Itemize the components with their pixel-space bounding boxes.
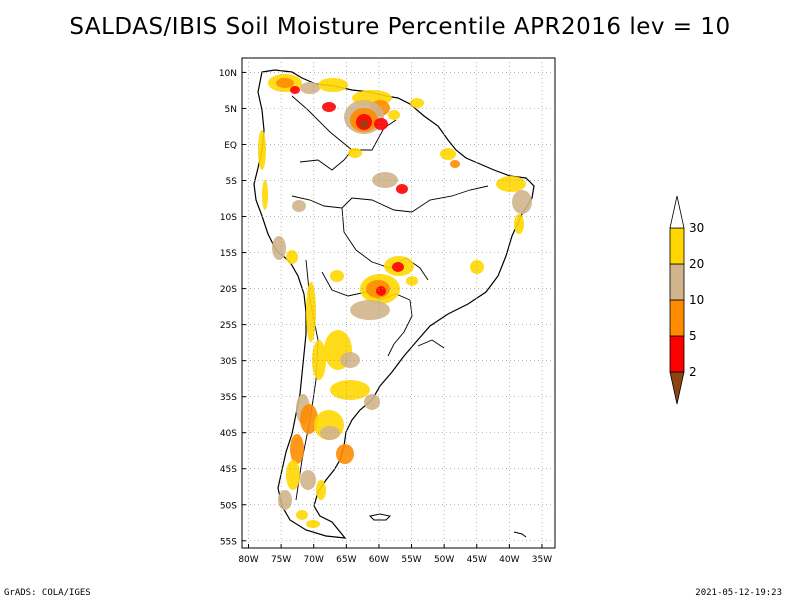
- lat-tick-label: 5N: [225, 105, 237, 115]
- percentile-patch-10_20: [292, 200, 306, 212]
- lat-tick-label: 25S: [220, 321, 237, 331]
- colorbar-segment-below_2: [669, 371, 685, 405]
- percentile-patch-20_30: [286, 460, 300, 490]
- percentile-patch-20_30: [258, 130, 266, 170]
- percentile-patch-10_20: [364, 394, 380, 410]
- lon-tick-label: 65W: [336, 555, 356, 565]
- colorbar-segment-20_30: [669, 227, 685, 265]
- percentile-patch-10_20: [340, 352, 360, 368]
- colorbar-label: 30: [689, 221, 704, 235]
- lat-tick-label: 50S: [220, 501, 237, 511]
- lat-tick-label: 45S: [220, 465, 237, 475]
- percentile-patch-20_30: [296, 510, 308, 520]
- lat-tick-label: 5S: [226, 177, 238, 187]
- percentile-patch-20_30: [306, 282, 316, 342]
- lon-tick-label: 50W: [434, 555, 454, 565]
- colorbar-label: 2: [689, 365, 697, 379]
- lat-tick-label: 20S: [220, 285, 237, 295]
- lat-tick-label: 30S: [220, 357, 237, 367]
- lon-tick-label: 60W: [369, 555, 389, 565]
- footer-timestamp: 2021-05-12-19:23: [695, 588, 782, 598]
- lon-tick-label: 45W: [467, 555, 487, 565]
- percentile-patch-5_10: [276, 78, 294, 88]
- colorbar: 2 5 10 20 30: [669, 195, 704, 405]
- percentile-patch-20_30: [330, 380, 370, 400]
- lon-tick-label: 70W: [304, 555, 324, 565]
- colorbar-segment-2_5: [669, 335, 685, 373]
- lat-tick-label: 15S: [220, 249, 237, 259]
- percentile-patch-2_5: [374, 118, 388, 130]
- percentile-patch-20_30: [514, 214, 524, 234]
- south-georgia: [513, 531, 527, 538]
- colorbar-segment-10_20: [669, 263, 685, 301]
- colorbar-label: 10: [689, 293, 704, 307]
- percentile-patch-20_30: [330, 270, 344, 282]
- lat-tick-label: 35S: [220, 393, 237, 403]
- lat-tick-label: 40S: [220, 429, 237, 439]
- percentile-patch-10_20: [272, 236, 286, 260]
- percentile-patch-20_30: [286, 250, 298, 264]
- percentile-patch-20_30: [406, 276, 418, 286]
- colorbar-segment-above_30: [669, 195, 685, 229]
- percentile-patch-20_30: [262, 180, 268, 210]
- percentile-patch-20_30: [306, 520, 320, 528]
- lat-tick-label: 10N: [219, 69, 237, 79]
- lat-tick-label: 55S: [220, 537, 237, 547]
- lon-labels: 80W 75W 70W 65W 60W 55W 50W 45W 40W 35W: [238, 555, 552, 565]
- percentile-patch-2_5: [322, 102, 336, 112]
- lat-tick-label: 10S: [220, 213, 237, 223]
- percentile-patch-2_5: [396, 184, 408, 194]
- percentile-patch-20_30: [410, 98, 424, 108]
- colorbar-label: 20: [689, 257, 704, 271]
- percentile-patch-20_30: [312, 340, 326, 380]
- percentile-patch-10_20: [512, 190, 532, 214]
- lat-tick-label: EQ: [224, 141, 237, 151]
- percentile-patch-below_2: [360, 120, 368, 128]
- percentile-patch-10_20: [278, 490, 292, 510]
- data-patches: [258, 74, 532, 528]
- footer-credit: GrADS: COLA/IGES: [4, 588, 91, 598]
- lon-tick-label: 35W: [532, 555, 552, 565]
- lat-labels: 10N 5N EQ 5S 10S 15S 20S 25S 30S 35S 40S 45S 50S 55S: [219, 69, 237, 547]
- lon-tick-label: 55W: [401, 555, 421, 565]
- percentile-patch-10_20: [350, 300, 390, 320]
- gridlines: [242, 58, 555, 548]
- percentile-patch-2_5: [392, 262, 404, 272]
- percentile-patch-10_20: [372, 172, 398, 188]
- colorbar-label: 5: [689, 329, 697, 343]
- lon-tick-label: 80W: [238, 555, 258, 565]
- colorbar-segment-5_10: [669, 299, 685, 337]
- percentile-patch-10_20: [300, 470, 316, 490]
- percentile-patch-5_10: [290, 434, 304, 464]
- percentile-patch-20_30: [440, 148, 456, 160]
- percentile-patch-5_10: [336, 444, 354, 464]
- percentile-patch-20_30: [316, 480, 326, 500]
- percentile-patch-20_30: [496, 176, 526, 192]
- percentile-patch-2_5: [290, 86, 300, 94]
- percentile-patch-2_5: [376, 286, 386, 296]
- falkland-islands: [368, 513, 392, 521]
- percentile-patch-20_30: [348, 148, 362, 158]
- percentile-patch-20_30: [388, 110, 400, 120]
- lon-tick-label: 40W: [499, 555, 519, 565]
- percentile-patch-20_30: [318, 78, 348, 92]
- percentile-patch-10_20: [300, 82, 320, 94]
- chart-title: SALDAS/IBIS Soil Moisture Percentile APR…: [69, 14, 731, 40]
- lon-tick-label: 75W: [271, 555, 291, 565]
- percentile-patch-5_10: [450, 160, 460, 168]
